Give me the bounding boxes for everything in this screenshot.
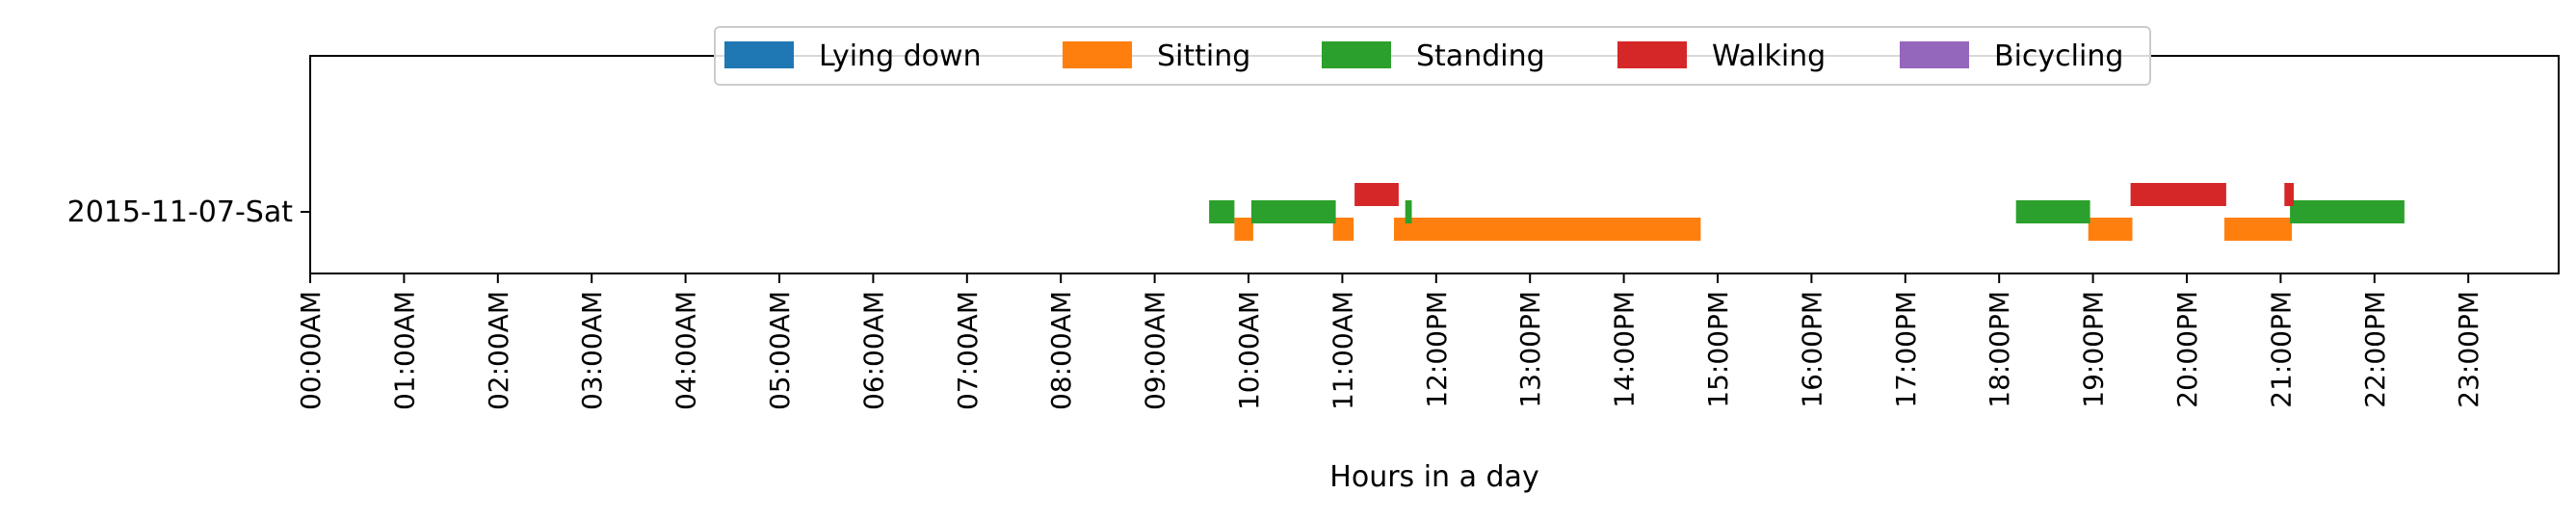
x-tick-label: 03:00AM xyxy=(576,291,608,410)
legend-label-lying-down: Lying down xyxy=(819,39,982,73)
activity-bars xyxy=(1209,183,2405,241)
bar-walking-1 xyxy=(2130,183,2226,206)
x-tick-label: 09:00AM xyxy=(1140,291,1171,410)
x-tick-label: 21:00PM xyxy=(2265,291,2297,408)
bar-sitting-5 xyxy=(2224,218,2293,241)
bar-standing-2 xyxy=(1405,200,1412,223)
x-tick-label: 05:00AM xyxy=(764,291,796,410)
x-tick-label: 16:00PM xyxy=(1796,291,1827,408)
x-tick-label: 08:00AM xyxy=(1045,291,1077,410)
legend: Lying down Sitting Standing Walking Bicyclin… xyxy=(714,26,2151,86)
x-tick-label: 10:00AM xyxy=(1233,291,1265,410)
legend-swatch-lying-down xyxy=(724,41,794,68)
x-tick-label: 14:00PM xyxy=(1609,291,1641,408)
x-tick-label: 13:00PM xyxy=(1514,291,1546,408)
x-tick-label: 23:00PM xyxy=(2453,291,2484,408)
legend-swatch-standing xyxy=(1322,41,1391,68)
x-tick-label: 02:00AM xyxy=(483,291,514,410)
legend-swatch-bicycling xyxy=(1900,41,1969,68)
x-tick-label: 01:00AM xyxy=(388,291,420,410)
bar-walking-0 xyxy=(1354,183,1399,206)
bar-walking-2 xyxy=(2284,183,2294,206)
x-tick-label: 11:00AM xyxy=(1327,291,1358,410)
x-tick-label: 19:00PM xyxy=(2078,291,2110,408)
x-axis-label: Hours in a day xyxy=(1329,460,1538,494)
y-tick-label: 2015-11-07-Sat xyxy=(67,195,294,229)
x-tick-label: 07:00AM xyxy=(952,291,984,410)
plot-area-frame xyxy=(309,55,2560,274)
bar-sitting-3 xyxy=(1409,218,1701,241)
legend-label-standing: Standing xyxy=(1416,39,1545,73)
legend-label-sitting: Sitting xyxy=(1157,39,1250,73)
x-tick-label: 00:00AM xyxy=(295,291,327,410)
bar-standing-4 xyxy=(2290,200,2405,223)
x-tick-label: 20:00PM xyxy=(2171,291,2203,408)
x-tick-label: 22:00PM xyxy=(2359,291,2391,408)
bar-standing-3 xyxy=(2015,200,2090,223)
bar-sitting-0 xyxy=(1234,218,1253,241)
y-axis: 2015-11-07-Sat xyxy=(67,195,310,229)
x-tick-label: 17:00PM xyxy=(1890,291,1922,408)
x-tick-label: 18:00PM xyxy=(1984,291,2015,408)
legend-label-walking: Walking xyxy=(1712,39,1826,73)
x-tick-label: 15:00PM xyxy=(1702,291,1734,408)
legend-label-bicycling: Bicycling xyxy=(1994,39,2123,73)
x-tick-label: 04:00AM xyxy=(670,291,702,410)
bar-standing-1 xyxy=(1250,200,1336,223)
x-tick-label: 12:00PM xyxy=(1421,291,1453,408)
legend-swatch-walking xyxy=(1617,41,1687,68)
bar-sitting-1 xyxy=(1332,218,1354,241)
x-axis: 00:00AM 01:00AM 02:00AM 03:00AM 04:00AM 05:00… xyxy=(295,273,2484,410)
legend-swatch-sitting xyxy=(1063,41,1132,68)
bar-standing-0 xyxy=(1209,200,1235,223)
x-tick-label: 06:00AM xyxy=(857,291,889,410)
bar-sitting-4 xyxy=(2088,218,2133,241)
